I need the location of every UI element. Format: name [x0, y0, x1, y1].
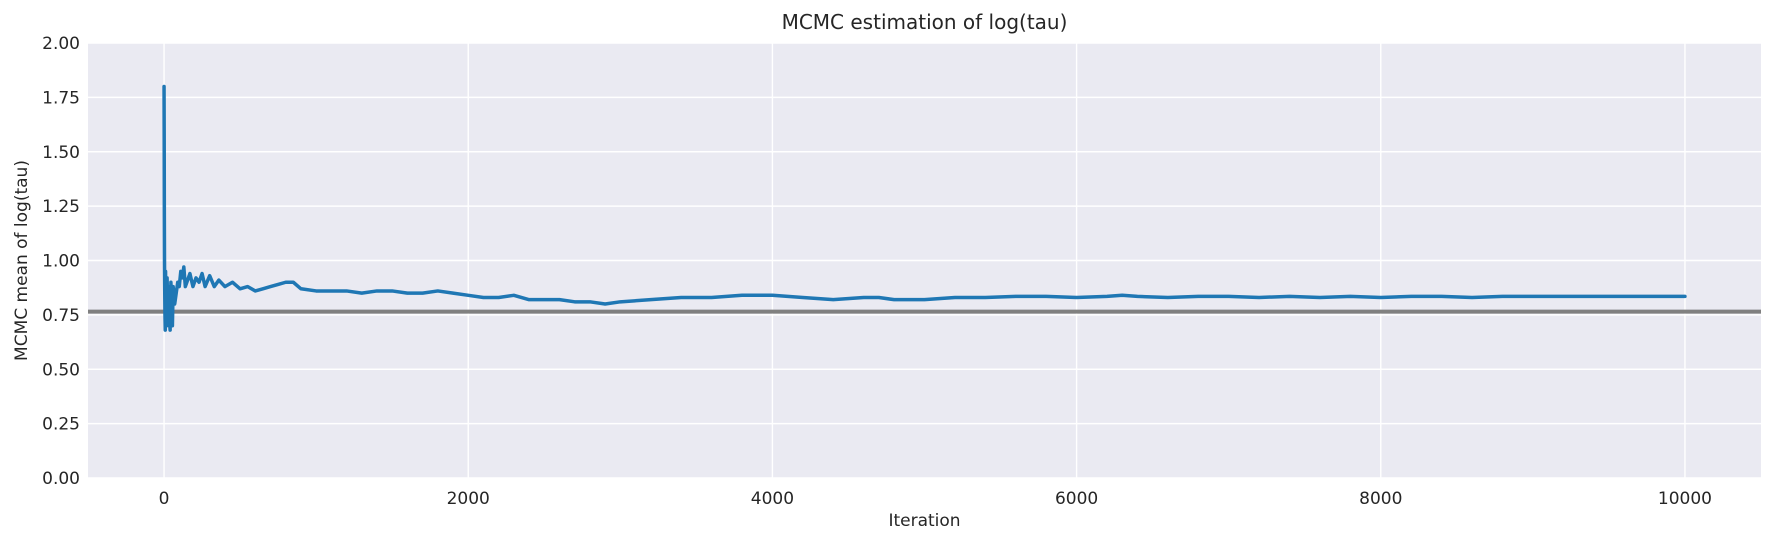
chart-title: MCMC estimation of log(tau): [782, 10, 1068, 34]
x-axis-label: Iteration: [888, 511, 960, 531]
y-tick-label: 2.00: [42, 34, 80, 54]
x-tick-label: 2000: [447, 489, 490, 509]
series-layer: [88, 84, 1761, 332]
x-axis-ticks: 0 2000 4000 6000 8000 10000: [159, 489, 1712, 509]
x-tick-label: 10000: [1658, 489, 1712, 509]
y-tick-label: 0.00: [42, 469, 80, 489]
y-tick-label: 1.50: [42, 143, 80, 163]
y-tick-label: 0.75: [42, 306, 80, 326]
y-axis-label: MCMC mean of log(tau): [12, 160, 32, 361]
x-tick-label: 4000: [751, 489, 794, 509]
y-tick-label: 1.00: [42, 252, 80, 272]
y-tick-label: 1.75: [42, 88, 80, 108]
series-line: [162, 84, 1687, 332]
y-tick-label: 1.25: [42, 197, 80, 217]
x-tick-label: 6000: [1055, 489, 1098, 509]
x-tick-label: 0: [159, 489, 170, 509]
y-tick-label: 0.25: [42, 415, 80, 435]
y-tick-label: 0.50: [42, 360, 80, 380]
y-axis-ticks: 0.00 0.25 0.50 0.75 1.00 1.25 1.50 1.75 2.00: [42, 34, 80, 489]
x-tick-label: 8000: [1359, 489, 1402, 509]
grid: [88, 42, 1761, 479]
